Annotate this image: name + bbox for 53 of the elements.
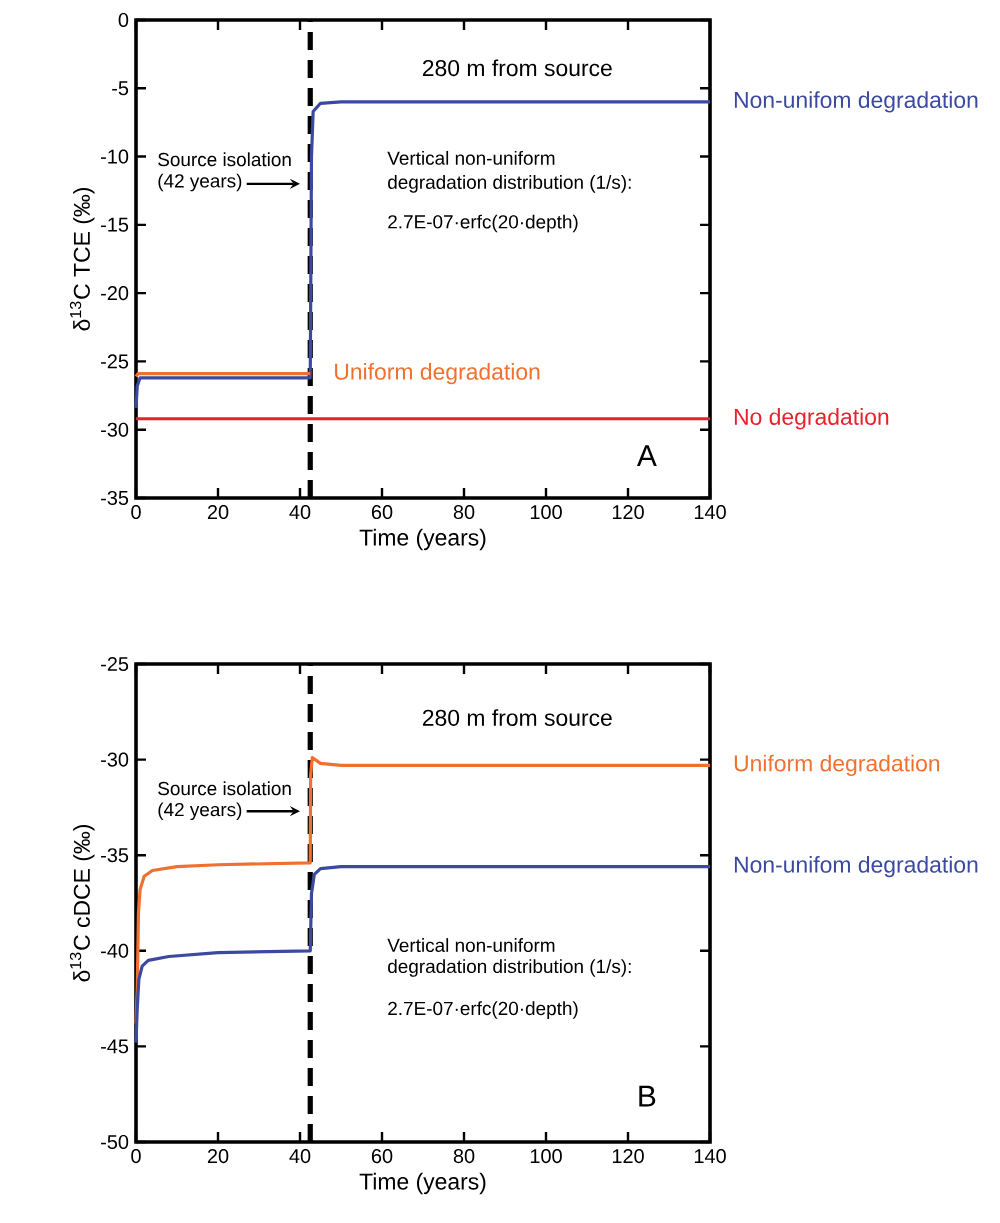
y-tick-label: -35 <box>101 490 129 506</box>
annotation: Vertical non-uniform <box>387 938 555 953</box>
annotation: Source isolation <box>158 781 291 796</box>
annotation: (42 years) <box>158 802 242 821</box>
x-tick-label: 0 <box>131 1149 141 1164</box>
x-tick-label: 100 <box>530 505 562 520</box>
x-tick-label: 60 <box>371 505 393 520</box>
y-tick-label: -50 <box>101 1134 129 1150</box>
annotation: 280 m from source <box>422 59 612 77</box>
y-tick-label: 0 <box>118 12 129 28</box>
x-tick-label: 20 <box>207 505 229 520</box>
x-tick-label: 140 <box>694 1149 726 1164</box>
series-label: No degradation <box>734 408 889 430</box>
x-tick-label: 80 <box>453 505 475 520</box>
y-tick-label: -10 <box>101 149 129 164</box>
x-tick-label: 100 <box>530 1149 562 1164</box>
y-tick-label: -25 <box>101 354 129 369</box>
x-tick-label: 20 <box>207 1149 229 1164</box>
annotation: Vertical non-uniform <box>387 150 555 165</box>
series-label: Uniform degradation <box>335 363 540 385</box>
annotation: B <box>639 1085 656 1107</box>
y-tick-label: -30 <box>101 752 129 767</box>
annotation: 2.7E-07·erfc(20·depth) <box>388 1001 578 1019</box>
series-label: Non-unifom degradation <box>734 91 978 113</box>
x-tick-label: 40 <box>289 505 311 520</box>
y-tick-label: -45 <box>101 1039 129 1054</box>
y-tick-label: -5 <box>112 81 129 96</box>
x-tick-label: 120 <box>612 505 644 520</box>
annotation: 2.7E-07·erfc(20·depth) <box>388 214 578 233</box>
x-tick-label: 120 <box>612 1149 644 1164</box>
x-tick-label: 80 <box>453 1149 475 1164</box>
x-tick-label: 140 <box>694 505 726 520</box>
y-axis-title: δ$^{13}$C cDCE (‰) <box>69 824 95 982</box>
annotation: Source isolation <box>158 152 291 167</box>
series-label: Non-unifom degradation <box>734 855 978 878</box>
x-tick-label: 40 <box>289 1149 311 1164</box>
annotation: A <box>636 445 657 466</box>
series-label: Uniform degradation <box>734 754 940 776</box>
y-tick-label: -35 <box>101 848 129 863</box>
annotation: degradation distribution (1/s): <box>388 175 631 193</box>
y-tick-label: -20 <box>101 286 129 301</box>
annotation: degradation distribution (1/s): <box>388 959 631 977</box>
annotation: (42 years) <box>158 173 242 192</box>
y-axis-title: δ$^{13}$C TCE (‰) <box>69 187 95 331</box>
y-tick-label: -40 <box>101 943 129 958</box>
x-axis-title: Time (years) <box>359 1172 486 1195</box>
x-axis-title: Time (years) <box>359 528 486 551</box>
y-tick-label: -30 <box>101 422 129 437</box>
x-tick-label: 60 <box>371 1149 393 1164</box>
y-tick-label: -25 <box>101 656 129 672</box>
annotation: 280 m from source <box>422 709 612 726</box>
y-tick-label: -15 <box>101 217 129 232</box>
x-tick-label: 0 <box>131 505 141 520</box>
